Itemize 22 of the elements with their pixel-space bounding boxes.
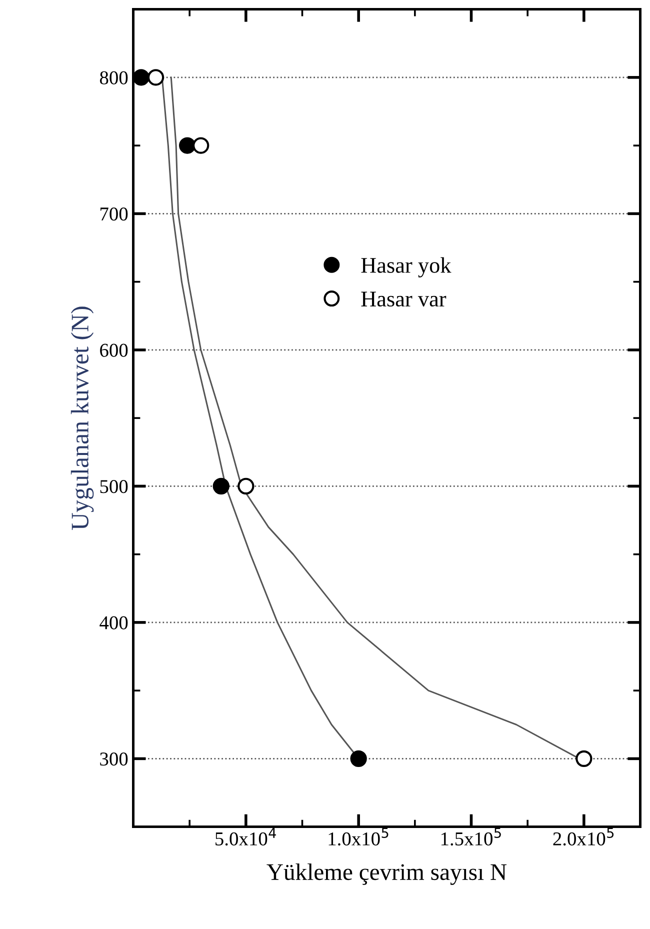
x-tick-label: 2.0x10$^{5}$ xyxy=(553,828,614,846)
x-tick-label: 5.0x10$^{4}$ xyxy=(216,828,276,846)
x-axis-title: Yükleme çevrim sayısı N xyxy=(266,863,507,885)
y-axis-title: Uygulanan kuvvet (N) xyxy=(70,306,94,530)
point xyxy=(147,69,164,86)
y-tick-label: 700 xyxy=(100,207,128,221)
x-tick-label: 1.0x10$^{5}$ xyxy=(328,828,388,846)
point xyxy=(179,137,196,154)
y-tick-label: 600 xyxy=(100,344,128,357)
y-tick-label: 300 xyxy=(100,752,128,766)
y-tick-label: 400 xyxy=(100,616,128,630)
y-tick-label: 800 xyxy=(100,71,128,84)
point xyxy=(133,69,150,86)
x-tick-label: 1.5x10$^{5}$ xyxy=(441,828,501,846)
legend-label: Hasar yok xyxy=(361,257,452,278)
legend-label: Hasar var xyxy=(361,292,446,307)
point xyxy=(350,750,367,768)
y-tick-label: 500 xyxy=(100,480,128,494)
point xyxy=(212,478,230,495)
point xyxy=(576,750,592,768)
point xyxy=(192,137,210,154)
point xyxy=(238,478,254,495)
